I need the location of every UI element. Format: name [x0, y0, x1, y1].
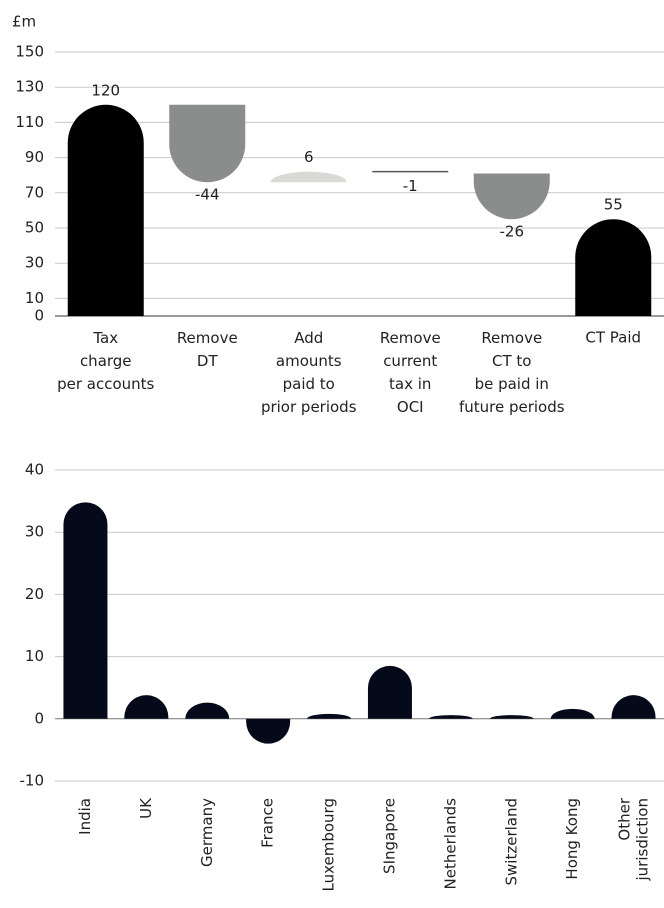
- bar: [611, 695, 656, 719]
- y-tick-label: 0: [34, 307, 44, 325]
- bar: [246, 718, 291, 744]
- x-tick-label: Add amounts paid to prior periods: [261, 329, 357, 416]
- y-tick-label: 10: [25, 647, 44, 665]
- waterfall-bar: [270, 171, 347, 183]
- bar: [550, 708, 595, 719]
- y-tick-label: 30: [25, 523, 44, 541]
- x-tick-label: Germany: [198, 798, 216, 867]
- bar: [489, 715, 534, 719]
- x-tick-label: Remove DT: [177, 329, 238, 370]
- x-tick-label: Otherjurisdiction: [615, 797, 651, 881]
- value-label: -44: [195, 186, 220, 204]
- value-label: 120: [91, 81, 120, 99]
- value-label: -1: [403, 177, 418, 195]
- waterfall-bar: [575, 219, 652, 316]
- x-tick-label: Luxembourg: [320, 798, 338, 892]
- y-tick-label: 90: [25, 148, 44, 166]
- y-tick-label: 0: [34, 709, 44, 727]
- waterfall-bar: [67, 104, 144, 316]
- x-tick-label: India: [76, 798, 94, 835]
- x-tick-label: France: [259, 798, 277, 848]
- y-tick-label: 130: [15, 78, 44, 96]
- x-tick-label: Tax charge per accounts: [57, 329, 154, 393]
- y-tick-label: 40: [25, 461, 44, 479]
- y-tick-label: 20: [25, 585, 44, 603]
- x-tick-label: Hong Kong: [563, 798, 581, 880]
- y-tick-label: -10: [20, 772, 45, 790]
- y-tick-label: 30: [25, 254, 44, 272]
- y-tick-label: 70: [25, 183, 44, 201]
- x-tick-label: UK: [137, 797, 155, 819]
- bar: [428, 715, 473, 719]
- waterfall-bar: [473, 173, 550, 220]
- value-label: 6: [304, 148, 314, 166]
- bar: [367, 665, 412, 719]
- y-axis-label: £m: [12, 13, 36, 31]
- bar: [63, 502, 108, 719]
- value-label: -26: [500, 223, 525, 241]
- x-tick-label: Remove current tax in OCI: [380, 329, 441, 416]
- waterfall-bar: [169, 104, 246, 183]
- bar: [307, 713, 352, 719]
- x-tick-label: Switzerland: [502, 798, 520, 886]
- y-tick-label: 10: [25, 289, 44, 307]
- x-tick-label: SIngapore: [380, 798, 398, 874]
- y-tick-label: 150: [15, 43, 44, 61]
- x-tick-label: Netherlands: [441, 798, 459, 890]
- y-tick-label: 50: [25, 219, 44, 237]
- value-label: 55: [604, 196, 623, 214]
- x-tick-label: Remove CT to be paid in future periods: [459, 329, 565, 416]
- y-tick-label: 110: [15, 113, 44, 131]
- bar: [124, 695, 169, 719]
- x-tick-label: CT Paid: [585, 329, 641, 347]
- bar: [185, 702, 230, 719]
